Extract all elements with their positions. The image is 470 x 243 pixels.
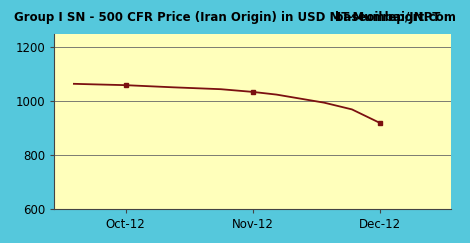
Text: baseoilreport.com: baseoilreport.com	[335, 11, 456, 24]
Text: Group I SN - 500 CFR Price (Iran Origin) in USD MT-Mumbai/JNPT: Group I SN - 500 CFR Price (Iran Origin)…	[14, 11, 440, 24]
